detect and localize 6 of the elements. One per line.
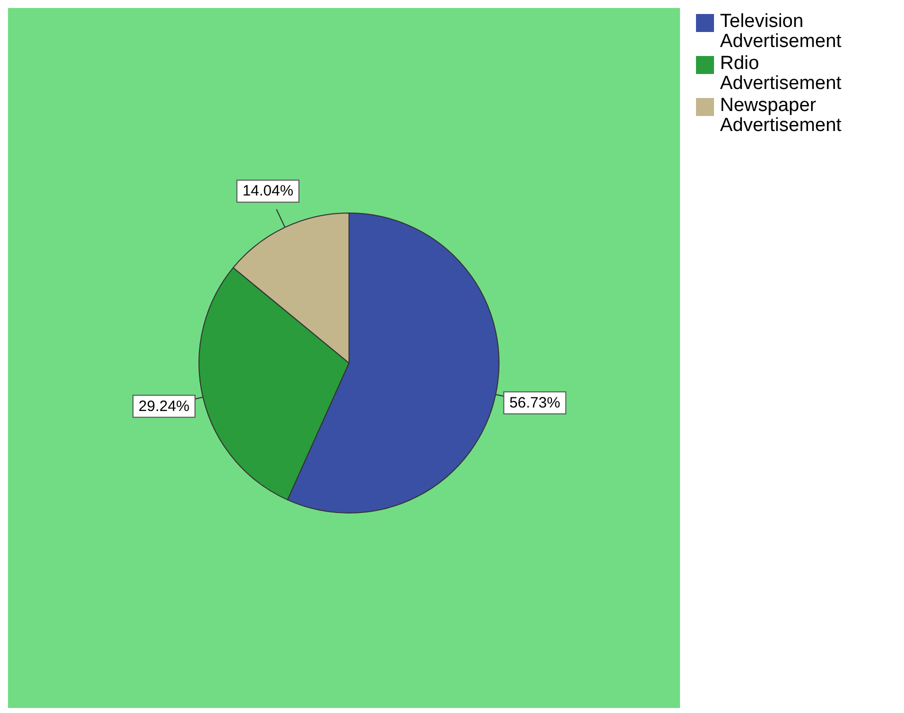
data-label: 56.73% bbox=[509, 394, 560, 412]
data-label: 29.24% bbox=[138, 398, 190, 415]
legend-label: Rdio Advertisement bbox=[720, 53, 842, 94]
legend-label: Television Advertisement bbox=[720, 11, 842, 52]
data-label: 14.04% bbox=[242, 182, 294, 200]
legend-label: Newspaper Advertisement bbox=[720, 95, 842, 136]
